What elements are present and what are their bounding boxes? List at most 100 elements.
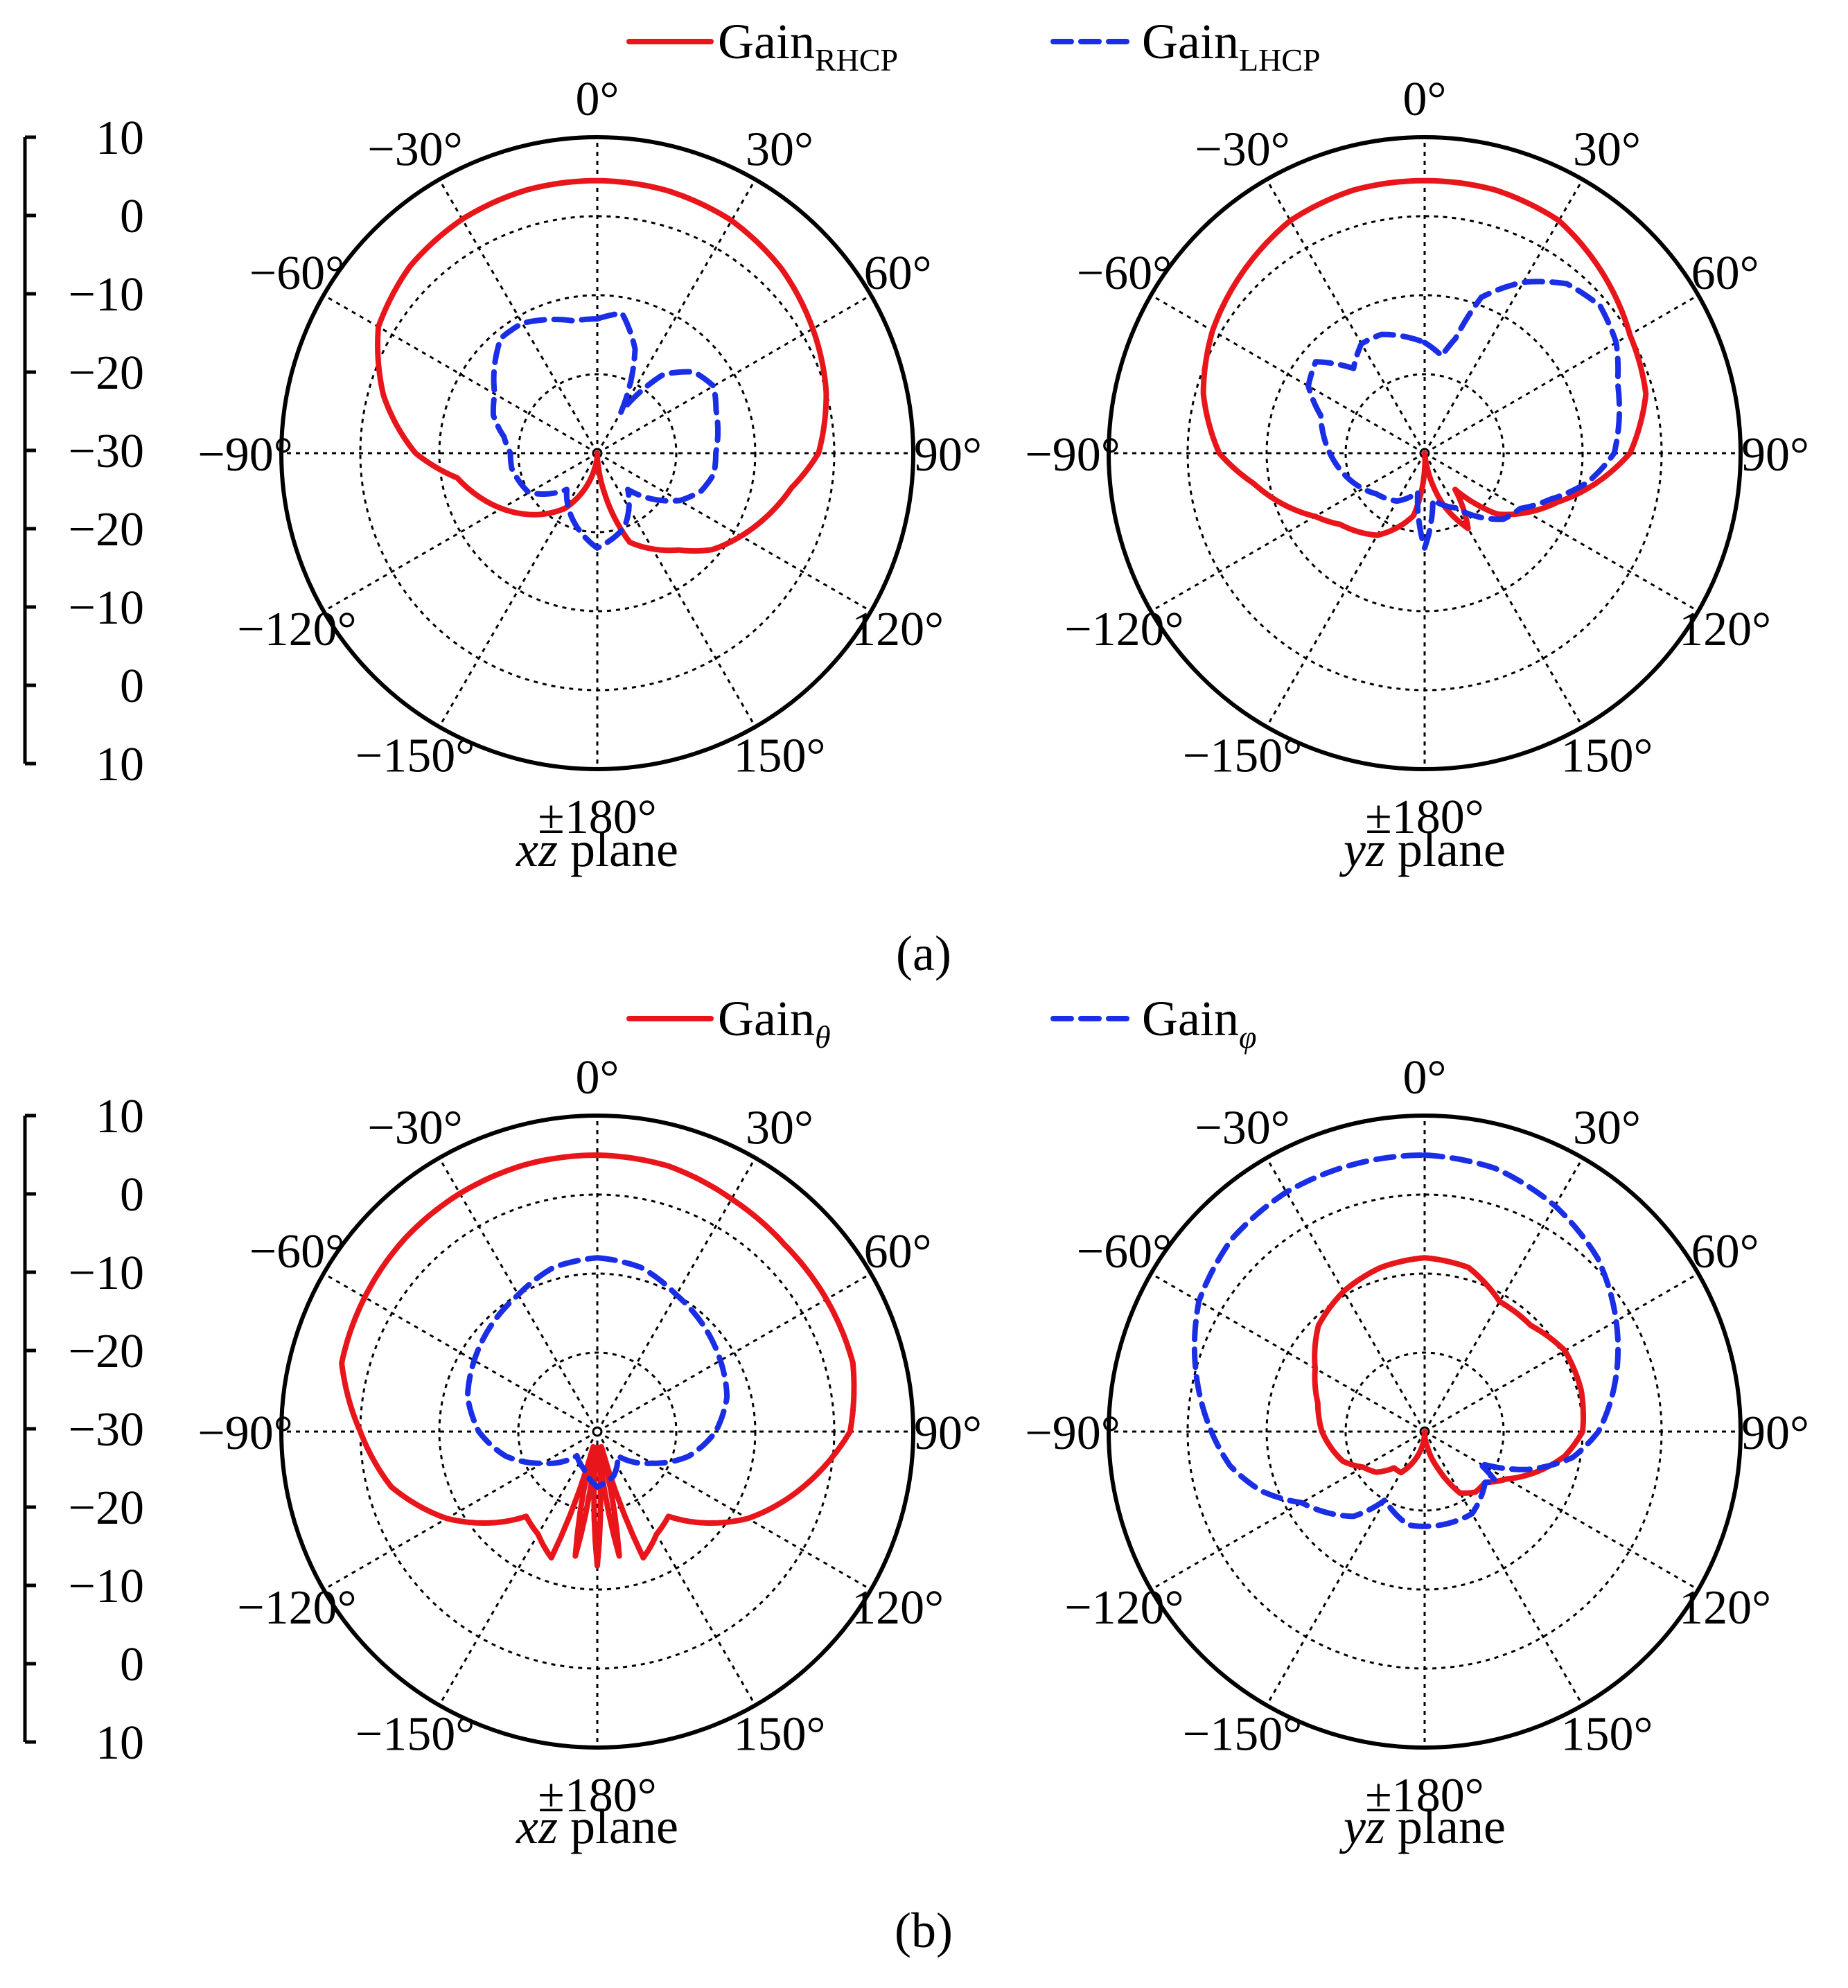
angle-label: 150° <box>734 1708 826 1761</box>
plane-label-a_right: yz plane <box>1339 822 1506 877</box>
scale-tick-label: −20 <box>69 346 144 400</box>
grid-spoke <box>1265 1431 1426 1706</box>
grid-spoke <box>596 1157 757 1432</box>
radial-scale-b: 10 0 −10 −20 −30 −20 −10 0 10 <box>23 1090 144 1770</box>
scale-tick-label: 0 <box>120 1168 144 1222</box>
angle-label: 90° <box>1741 428 1809 482</box>
angle-label: −60° <box>1077 1225 1172 1278</box>
scale-tick-label: −10 <box>69 1247 144 1300</box>
legend-entry-0: GainRHCP <box>718 14 898 78</box>
trace-dashed-1 <box>490 310 721 551</box>
angle-label: 60° <box>1691 1225 1759 1278</box>
scale-tick-label: 10 <box>96 1090 144 1143</box>
angle-label: −30° <box>1195 123 1290 176</box>
grid-spoke <box>1423 452 1584 728</box>
trace-dashed-1 <box>1305 279 1622 551</box>
angle-label: −60° <box>249 1225 344 1278</box>
angle-label: −60° <box>1077 247 1172 300</box>
grid-spoke <box>596 179 757 454</box>
grid-spoke <box>438 1431 599 1706</box>
angle-label: 90° <box>914 428 982 482</box>
scale-tick-label: −30 <box>69 1403 144 1457</box>
angle-label: ±180° <box>1365 791 1484 844</box>
angle-label: −150° <box>1183 1708 1302 1761</box>
legend-entry-0: Gainθ <box>718 991 831 1055</box>
plane-and-panel-labels: xz plane yz plane xz plane yz plane (a) (b) <box>516 822 1506 1958</box>
angle-label: −30° <box>1195 1101 1290 1154</box>
scale-tick-label: −10 <box>69 1560 144 1613</box>
grid-spoke <box>1424 452 1699 613</box>
radial-scale-a: 10 0 −10 −20 −30 −20 −10 0 10 <box>23 112 144 791</box>
grid-spoke <box>596 452 757 728</box>
angle-label: 150° <box>734 730 826 783</box>
grid-spoke <box>1265 179 1426 454</box>
grid-spoke <box>1423 1431 1584 1706</box>
angle-label: −90° <box>1025 1407 1120 1460</box>
angle-label: 0° <box>576 1051 619 1105</box>
grid-ring <box>517 373 678 534</box>
angle-label: −150° <box>1183 730 1302 783</box>
grid-spoke <box>1150 294 1425 455</box>
grid-spoke <box>1150 1430 1425 1591</box>
angle-label: ±180° <box>538 791 656 844</box>
polar-plots: 0° 30° 60° 90° 120° 150° ±180° −150° −120° −90° −6… <box>197 73 1809 1822</box>
scale-tick-label: −20 <box>69 503 144 556</box>
trace-solid-0 <box>1200 177 1649 538</box>
grid-spoke <box>597 452 872 613</box>
plane-label-b_right: yz plane <box>1339 1799 1506 1854</box>
plane-label-b_left: xz plane <box>516 1799 678 1854</box>
grid-spoke <box>597 294 872 455</box>
grid-spoke <box>1150 452 1425 613</box>
grid-spoke <box>438 1157 599 1432</box>
scale-tick-label: −10 <box>69 268 144 322</box>
grid-spoke <box>438 179 599 454</box>
angle-label: 30° <box>1573 123 1641 176</box>
grid-spoke <box>1424 1272 1699 1433</box>
scale-tick-label: 10 <box>96 738 144 791</box>
angle-label: 150° <box>1561 1708 1653 1761</box>
angle-label: 30° <box>746 123 813 176</box>
grid-spoke <box>1423 179 1584 454</box>
grid-ring <box>1265 294 1584 613</box>
trace-dashed-1 <box>464 1255 730 1490</box>
scale-tick-label: 0 <box>120 190 144 243</box>
angle-label: 0° <box>1403 1051 1447 1105</box>
plane-label-a_left: xz plane <box>516 822 678 877</box>
angle-label: −30° <box>367 123 462 176</box>
angle-label: 30° <box>1573 1101 1641 1154</box>
grid-spoke <box>438 452 599 728</box>
grid-spoke <box>323 294 598 455</box>
grid-spoke <box>597 1430 872 1591</box>
scale-tick-label: 10 <box>96 1716 144 1770</box>
angle-label: 60° <box>1691 247 1759 300</box>
angle-label: −120° <box>237 603 356 656</box>
scale-tick-label: −20 <box>69 1481 144 1535</box>
angle-label: 60° <box>864 247 932 300</box>
grid-spoke <box>1265 1157 1426 1432</box>
angle-label: −90° <box>197 1407 292 1460</box>
angle-label: −120° <box>1064 603 1183 656</box>
scale-tick-label: 0 <box>120 1638 144 1691</box>
panel-label-a: (a) <box>896 926 951 981</box>
angle-label: 0° <box>576 73 619 126</box>
angle-label: 120° <box>1679 603 1771 656</box>
grid-spoke <box>323 1430 598 1591</box>
grid-spoke <box>323 1272 598 1433</box>
polar-plot-xz-2: 0° 30° 60° 90° 120° 150° ±180° −150° −120° −90° −6… <box>197 1051 982 1822</box>
angle-label: −90° <box>1025 428 1120 482</box>
legend-b: Gainθ Gainφ <box>626 991 1256 1055</box>
scale-tick-label: −10 <box>69 581 144 635</box>
scale-tick-label: −20 <box>69 1325 144 1378</box>
center-marker <box>592 1426 603 1437</box>
grid-ring <box>438 294 757 613</box>
polar-plot-xz-0: 0° 30° 60° 90° 120° 150° ±180° −150° −120° −90° −6… <box>197 73 982 844</box>
grid-spoke <box>596 1431 757 1706</box>
angle-label: 120° <box>1679 1581 1771 1635</box>
angle-label: 30° <box>746 1101 813 1154</box>
trace-solid-0 <box>339 1152 857 1569</box>
angle-label: −150° <box>355 1708 475 1761</box>
angle-label: −90° <box>197 428 292 482</box>
angle-label: 90° <box>914 1407 982 1460</box>
grid-spoke <box>1423 1157 1584 1432</box>
